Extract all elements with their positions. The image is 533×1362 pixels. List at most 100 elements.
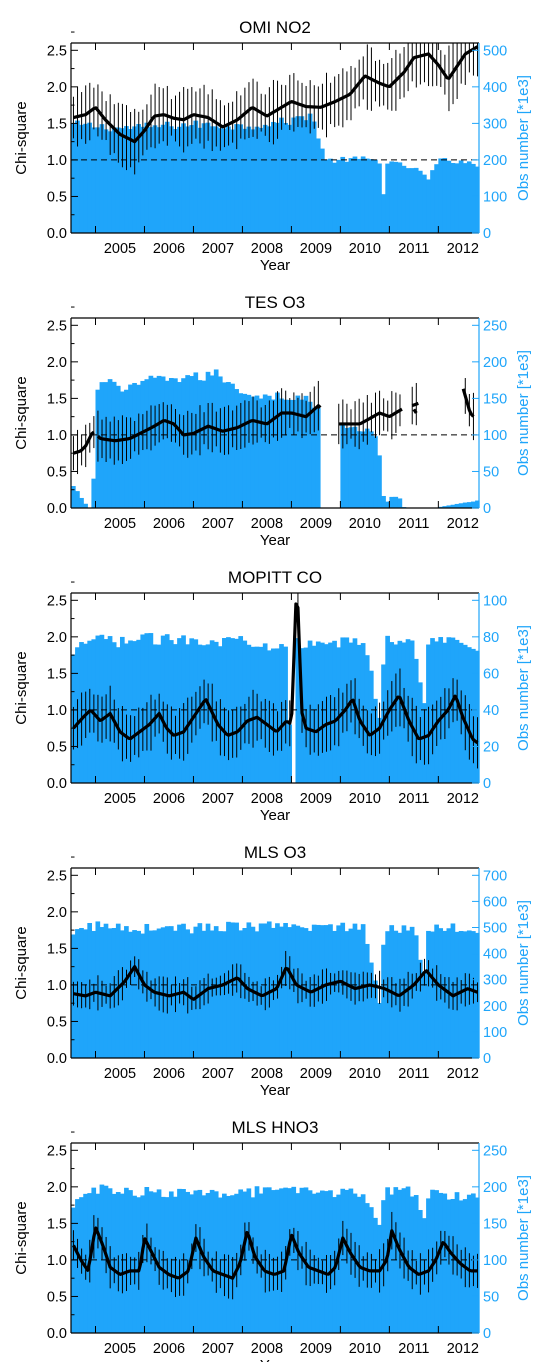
left-tick-label: 2.0	[47, 630, 67, 646]
obs-bar	[466, 161, 472, 233]
left-tick-label: 1.5	[47, 666, 67, 682]
obs-bar	[119, 128, 125, 233]
obs-bar	[389, 496, 395, 508]
x-tick-label: 2006	[153, 516, 185, 532]
obs-bar	[140, 126, 146, 233]
obs-bar	[181, 123, 186, 233]
chi-square-line	[73, 965, 479, 1001]
x-tick-label: 2009	[300, 1341, 332, 1357]
obs-bar	[446, 505, 452, 508]
obs-bar	[246, 1188, 252, 1333]
panel-title: MOPITT CO	[228, 568, 322, 587]
obs-bar	[381, 194, 386, 233]
right-tick-label: 20	[483, 739, 499, 755]
left-tick-label: 0.5	[47, 1014, 67, 1030]
obs-bar	[340, 425, 346, 508]
obs-bar	[287, 927, 293, 1058]
obs-bar	[328, 158, 333, 233]
obs-bar	[201, 123, 207, 233]
left-tick-label: 0.5	[47, 1289, 67, 1305]
x-axis-title: Year	[260, 532, 290, 549]
obs-bar	[405, 168, 411, 233]
obs-bar	[128, 931, 133, 1058]
obs-bar	[173, 129, 178, 233]
right-tick-label: 0	[483, 1051, 491, 1067]
right-tick-label: 700	[483, 868, 507, 884]
obs-bar	[442, 1193, 448, 1333]
obs-bar	[471, 501, 476, 508]
obs-bar	[197, 127, 203, 233]
obs-bar	[160, 376, 166, 508]
x-axis-title: Year	[260, 257, 290, 274]
obs-bar	[340, 156, 346, 233]
obs-bar	[377, 163, 382, 233]
obs-bar	[332, 930, 337, 1058]
obs-bar	[438, 158, 444, 233]
right-tick-label: 60	[483, 666, 499, 682]
obs-bar	[287, 1188, 293, 1333]
left-tick-label: 1.0	[47, 703, 67, 719]
x-tick-label: 2005	[104, 791, 136, 807]
x-axis-title: Year	[260, 1082, 290, 1099]
obs-bar	[230, 129, 235, 233]
obs-bar	[377, 455, 382, 508]
right-tick-label: 500	[483, 921, 507, 937]
right-tick-label: 600	[483, 894, 507, 910]
right-tick-label: 250	[483, 1143, 507, 1159]
obs-bar	[250, 129, 256, 233]
obs-bar	[295, 116, 301, 233]
obs-bar	[462, 163, 468, 233]
left-tick-label: 0.0	[47, 226, 67, 242]
left-tick-label: 0.0	[47, 1051, 67, 1067]
x-tick-label: 2006	[153, 1066, 185, 1082]
x-tick-label: 2008	[251, 516, 283, 532]
obs-bar	[364, 428, 370, 508]
obs-bar	[140, 1195, 146, 1333]
obs-bar	[426, 930, 431, 1058]
obs-bar	[250, 396, 256, 508]
right-tick-label: 40	[483, 703, 499, 719]
obs-bar	[352, 156, 358, 233]
obs-bar	[360, 431, 366, 508]
obs-bar	[173, 644, 178, 783]
right-tick-label: 50	[483, 1289, 499, 1305]
obs-bar	[422, 174, 427, 233]
obs-bar	[275, 122, 280, 233]
obs-bar	[397, 498, 403, 508]
panel-4: 0.0 0.5 1.0 1.5 2.0 2.5 0 100 200 300 400 500 600 700…	[13, 843, 532, 1099]
chi-square-line	[461, 388, 475, 418]
left-tick-label: 1.5	[47, 941, 67, 957]
obs-bar	[348, 158, 354, 233]
obs-bar	[344, 161, 350, 233]
panel-title: MLS O3	[244, 843, 306, 862]
panel-title: OMI NO2	[239, 18, 311, 37]
left-tick-label: 1.0	[47, 978, 67, 994]
x-tick-label: 2005	[104, 1341, 136, 1357]
obs-bar	[299, 116, 305, 233]
obs-bar	[303, 120, 309, 233]
right-tick-label: 200	[483, 1180, 507, 1196]
obs-bar	[311, 121, 317, 233]
left-tick-label: 1.0	[47, 153, 67, 169]
x-tick-label: 2006	[153, 1341, 185, 1357]
right-tick-label: 200	[483, 153, 507, 169]
left-tick-label: 2.0	[47, 80, 67, 96]
obs-bar	[234, 124, 239, 233]
obs-bar	[103, 129, 109, 233]
x-tick-label: 2008	[251, 241, 283, 257]
panel-title: MLS HNO3	[232, 1118, 319, 1137]
obs-bar	[324, 159, 329, 233]
right-tick-label: 100	[483, 1253, 507, 1269]
left-axis-title: Chi-square	[13, 1201, 30, 1274]
obs-bar	[266, 126, 272, 233]
obs-bar	[295, 638, 301, 783]
right-tick-label: 50	[483, 464, 499, 480]
x-tick-label: 2012	[447, 1341, 479, 1357]
obs-bar	[356, 431, 362, 508]
obs-bar	[242, 393, 248, 508]
obs-bar	[287, 399, 293, 508]
obs-bar	[381, 495, 386, 508]
obs-bar	[340, 1188, 346, 1333]
obs-bar	[401, 165, 407, 233]
